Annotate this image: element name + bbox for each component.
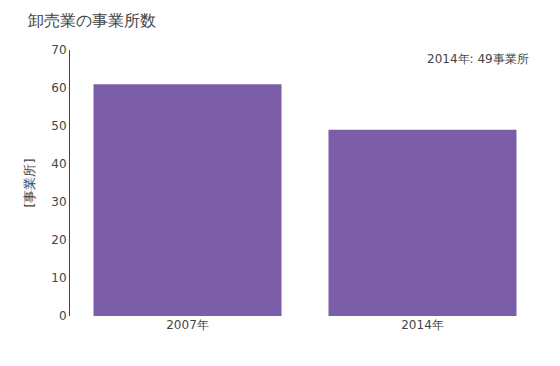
svg-text:2007年: 2007年 bbox=[166, 318, 209, 332]
svg-text:卸売業の事業所数: 卸売業の事業所数 bbox=[28, 11, 156, 30]
svg-text:2014年: 49事業所: 2014年: 49事業所 bbox=[427, 52, 529, 66]
svg-text:60: 60 bbox=[51, 81, 66, 95]
svg-text:70: 70 bbox=[51, 43, 66, 57]
svg-text:30: 30 bbox=[51, 195, 66, 209]
svg-text:0: 0 bbox=[59, 309, 67, 323]
svg-text:[事業所]: [事業所] bbox=[22, 158, 37, 207]
svg-text:10: 10 bbox=[51, 271, 66, 285]
svg-text:50: 50 bbox=[51, 119, 66, 133]
svg-text:20: 20 bbox=[51, 233, 66, 247]
svg-text:40: 40 bbox=[51, 157, 66, 171]
svg-text:2014年: 2014年 bbox=[401, 318, 444, 332]
